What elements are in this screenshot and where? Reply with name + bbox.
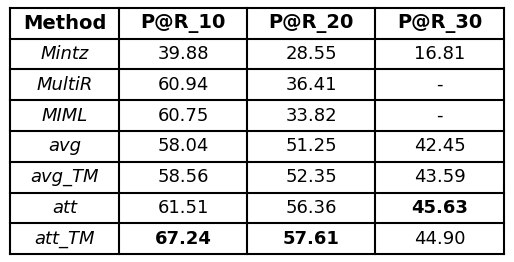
- Text: 61.51: 61.51: [157, 199, 209, 217]
- Text: 57.61: 57.61: [283, 230, 340, 248]
- Text: -: -: [436, 107, 443, 125]
- Text: avg: avg: [48, 137, 81, 155]
- Text: 39.88: 39.88: [157, 45, 209, 63]
- Text: P@R_10: P@R_10: [140, 14, 226, 33]
- Text: 60.94: 60.94: [157, 76, 209, 94]
- Text: 67.24: 67.24: [155, 230, 211, 248]
- Text: avg_TM: avg_TM: [30, 168, 99, 186]
- Text: -: -: [436, 76, 443, 94]
- Text: att: att: [52, 199, 77, 217]
- Text: 43.59: 43.59: [414, 168, 466, 186]
- Text: 52.35: 52.35: [285, 168, 337, 186]
- Text: Method: Method: [23, 14, 106, 33]
- Text: 56.36: 56.36: [286, 199, 337, 217]
- Text: 51.25: 51.25: [285, 137, 337, 155]
- Text: 42.45: 42.45: [414, 137, 466, 155]
- Text: 33.82: 33.82: [285, 107, 337, 125]
- Text: MIML: MIML: [42, 107, 88, 125]
- Text: 28.55: 28.55: [285, 45, 337, 63]
- Text: 16.81: 16.81: [414, 45, 465, 63]
- Text: 58.04: 58.04: [157, 137, 209, 155]
- Text: P@R_20: P@R_20: [269, 14, 354, 33]
- Text: 58.56: 58.56: [157, 168, 209, 186]
- Text: 45.63: 45.63: [411, 199, 468, 217]
- Text: Mintz: Mintz: [41, 45, 89, 63]
- Text: P@R_30: P@R_30: [397, 14, 482, 33]
- Text: att_TM: att_TM: [34, 230, 95, 248]
- Text: 44.90: 44.90: [414, 230, 465, 248]
- Text: MultiR: MultiR: [36, 76, 93, 94]
- Text: 36.41: 36.41: [286, 76, 337, 94]
- Text: 60.75: 60.75: [157, 107, 209, 125]
